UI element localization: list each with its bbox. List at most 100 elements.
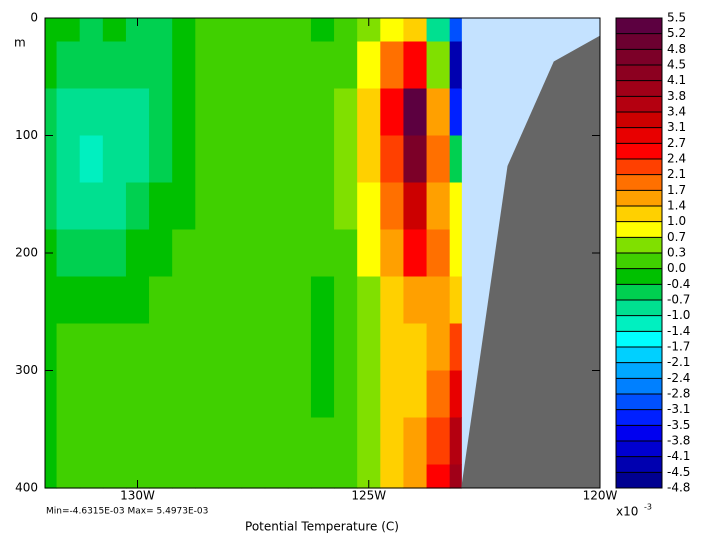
colorbar-swatch [616, 96, 662, 113]
field-cell [172, 18, 196, 43]
colorbar-swatch [616, 331, 662, 348]
field-cell [380, 464, 405, 489]
field-cell [357, 323, 381, 372]
colorbar-label: 4.5 [667, 58, 686, 72]
field-cell [334, 18, 358, 43]
field-cell [149, 370, 173, 419]
field-cell [241, 229, 266, 278]
field-cell [426, 464, 451, 489]
field-cell [79, 417, 104, 466]
colorbar-swatch [616, 425, 662, 442]
field-cell [79, 41, 104, 90]
field-cell [79, 323, 104, 372]
field-cell [56, 18, 81, 43]
colorbar-label: 0.0 [667, 261, 686, 275]
colorbar-swatch [616, 253, 662, 270]
field-cell [449, 276, 462, 325]
colorbar-label: -0.4 [667, 277, 690, 291]
field-cell [241, 323, 266, 372]
field-cell [218, 370, 243, 419]
field-cell [45, 370, 58, 419]
field-cell [357, 135, 381, 184]
field-cell [241, 370, 266, 419]
field-cell [287, 464, 312, 489]
field-cell [56, 229, 81, 278]
field-cell [195, 464, 220, 489]
field-cell [102, 276, 127, 325]
field-cell [56, 323, 81, 372]
field-cell [403, 135, 428, 184]
field-cell [380, 276, 405, 325]
field-cell [218, 88, 243, 137]
colorbar-label: -2.4 [667, 371, 690, 385]
colorbar-label: -3.1 [667, 402, 690, 416]
field-cell [102, 229, 127, 278]
field-cell [403, 417, 428, 466]
field-cell [45, 182, 58, 231]
colorbar-swatch [616, 18, 662, 35]
field-cell [310, 276, 335, 325]
colorbar-label: 2.4 [667, 152, 686, 166]
field-cell [287, 18, 312, 43]
field-cell [287, 41, 312, 90]
colorbar-swatch [616, 33, 662, 50]
field-cell [195, 323, 220, 372]
colorbar-label: -2.1 [667, 355, 690, 369]
field-cell [449, 370, 462, 419]
field-cell [403, 323, 428, 372]
field-cell [149, 276, 173, 325]
field-cell [403, 464, 428, 489]
colorbar-frame [615, 17, 663, 489]
field-cell [241, 135, 266, 184]
colorbar-swatch [616, 315, 662, 332]
field-cell [380, 135, 405, 184]
field-cell [310, 135, 335, 184]
colorbar-swatch [616, 174, 662, 191]
field-cell [172, 182, 196, 231]
colorbar-label: -4.5 [667, 465, 690, 479]
field-cell [218, 417, 243, 466]
colorbar-label: -3.5 [667, 418, 690, 432]
colorbar-label: 4.8 [667, 42, 686, 56]
field-cell [102, 323, 127, 372]
field-cell [125, 229, 150, 278]
colorbar-label: -4.8 [667, 481, 690, 495]
field-cell [241, 41, 266, 90]
x-tick-label: 125W [351, 489, 386, 503]
field-cell [195, 370, 220, 419]
field-cell [334, 464, 358, 489]
field-cell [264, 41, 289, 90]
field-cell [45, 88, 58, 137]
field-cell [218, 464, 243, 489]
field-cell [449, 417, 462, 466]
colorbar-swatch [616, 49, 662, 66]
field-cell [125, 135, 150, 184]
colorbar-swatch [616, 80, 662, 97]
field-cell [79, 370, 104, 419]
field-cell [357, 88, 381, 137]
field-cell [287, 88, 312, 137]
field-cell [426, 18, 451, 43]
field-cell [56, 370, 81, 419]
colorbar-label: 0.3 [667, 246, 686, 260]
field-cell [241, 88, 266, 137]
field-cell [426, 135, 451, 184]
field-cell [218, 276, 243, 325]
field-cell [45, 417, 58, 466]
field-cell [357, 276, 381, 325]
field-cell [125, 41, 150, 90]
field-cell [334, 323, 358, 372]
field-cell [310, 182, 335, 231]
colorbar-swatch [616, 268, 662, 285]
field-cell [45, 464, 58, 489]
field-cell [125, 370, 150, 419]
field-cell [334, 276, 358, 325]
field-cell [125, 323, 150, 372]
colorbar-label: 0.7 [667, 230, 686, 244]
colorbar-label: -1.4 [667, 324, 690, 338]
field-cell [172, 370, 196, 419]
field-cell [79, 229, 104, 278]
field-cell [334, 135, 358, 184]
field-cell [149, 464, 173, 489]
colorbar-label: -4.1 [667, 449, 690, 463]
